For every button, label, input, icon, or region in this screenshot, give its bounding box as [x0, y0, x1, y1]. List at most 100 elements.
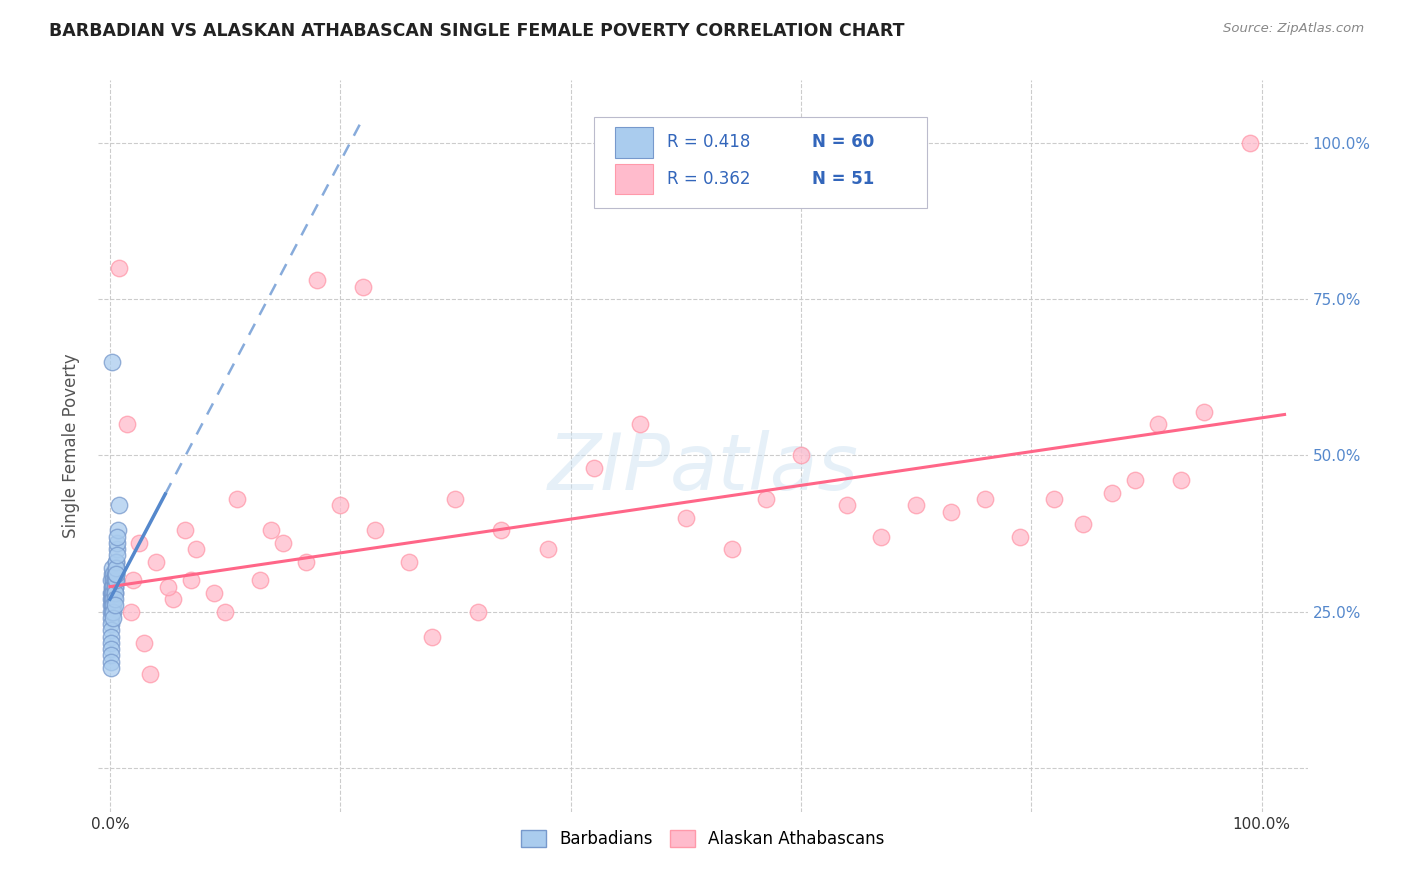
Point — [103, 586, 125, 600]
Point — [104, 555, 127, 569]
Point — [307, 273, 329, 287]
Point — [101, 561, 124, 575]
Text: N = 51: N = 51 — [811, 170, 875, 188]
Point — [260, 524, 283, 538]
Point — [173, 524, 195, 538]
Point — [180, 574, 202, 588]
Point — [467, 605, 489, 619]
Point — [103, 567, 125, 582]
Point — [491, 524, 513, 538]
Point — [108, 260, 131, 275]
Point — [103, 574, 125, 588]
Point — [352, 279, 374, 293]
Point — [104, 567, 127, 582]
Text: Source: ZipAtlas.com: Source: ZipAtlas.com — [1223, 22, 1364, 36]
Point — [104, 567, 127, 582]
Point — [103, 599, 125, 613]
Point — [100, 592, 122, 607]
Point — [870, 530, 893, 544]
Point — [1239, 136, 1261, 150]
Point — [103, 580, 125, 594]
Point — [1043, 492, 1066, 507]
Point — [101, 586, 124, 600]
Point — [103, 586, 125, 600]
Point — [103, 611, 125, 625]
Point — [100, 624, 122, 638]
Point — [271, 536, 294, 550]
Text: N = 60: N = 60 — [811, 134, 875, 152]
Point — [101, 580, 124, 594]
Point — [105, 542, 128, 557]
Point — [139, 667, 162, 681]
Point — [939, 505, 962, 519]
Point — [1008, 530, 1031, 544]
Point — [974, 492, 997, 507]
Point — [720, 542, 742, 557]
Point — [101, 605, 124, 619]
Point — [103, 580, 125, 594]
Point — [145, 555, 167, 569]
Point — [100, 586, 122, 600]
Point — [103, 580, 125, 594]
Point — [675, 511, 697, 525]
Point — [398, 555, 420, 569]
Point — [101, 592, 124, 607]
Point — [103, 574, 125, 588]
Point — [103, 574, 125, 588]
Point — [100, 605, 122, 619]
Point — [104, 555, 127, 569]
Point — [100, 599, 122, 613]
Point — [628, 417, 651, 431]
Point — [1147, 417, 1170, 431]
Point — [115, 417, 138, 431]
Point — [1123, 474, 1146, 488]
Point — [100, 617, 122, 632]
Point — [905, 499, 928, 513]
Point — [122, 574, 145, 588]
Point — [104, 561, 127, 575]
Point — [100, 655, 122, 669]
Point — [100, 642, 122, 657]
Point — [108, 499, 131, 513]
Text: R = 0.418: R = 0.418 — [666, 134, 749, 152]
Point — [100, 636, 122, 650]
Point — [101, 580, 124, 594]
Point — [103, 599, 125, 613]
Point — [103, 592, 125, 607]
Point — [1071, 517, 1094, 532]
Point — [103, 574, 125, 588]
Point — [162, 592, 184, 607]
Point — [1101, 486, 1123, 500]
Point — [101, 592, 124, 607]
Point — [105, 549, 128, 563]
Point — [103, 586, 125, 600]
Legend: Barbadians, Alaskan Athabascans: Barbadians, Alaskan Athabascans — [515, 823, 891, 855]
Point — [156, 580, 179, 594]
Point — [104, 567, 127, 582]
Bar — [614, 163, 654, 194]
Point — [101, 567, 124, 582]
Point — [101, 586, 124, 600]
FancyBboxPatch shape — [595, 117, 927, 209]
Point — [835, 499, 858, 513]
Point — [100, 611, 122, 625]
Point — [103, 567, 125, 582]
Point — [100, 574, 122, 588]
Text: ZIPatlas: ZIPatlas — [547, 430, 859, 506]
Point — [214, 605, 236, 619]
Point — [100, 661, 122, 675]
Point — [100, 648, 122, 663]
Point — [105, 536, 128, 550]
Point — [755, 492, 778, 507]
Point — [104, 561, 127, 575]
Point — [444, 492, 467, 507]
Point — [101, 586, 124, 600]
Point — [134, 636, 156, 650]
Point — [120, 605, 142, 619]
Point — [364, 524, 387, 538]
Point — [422, 630, 444, 644]
Point — [1192, 404, 1215, 418]
Point — [100, 630, 122, 644]
Point — [1170, 474, 1192, 488]
Point — [202, 586, 225, 600]
